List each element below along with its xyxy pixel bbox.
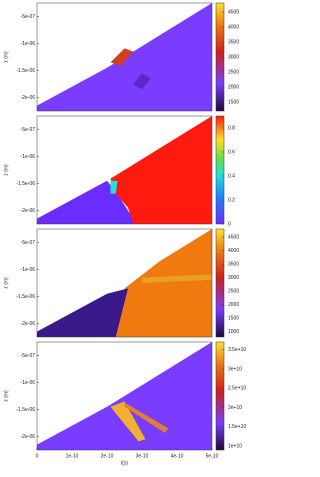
x-tick-label: 4e-10 — [171, 453, 184, 459]
x-tick-label: 0 — [36, 453, 39, 459]
heat-region — [133, 73, 151, 90]
colorbar-tick-label: 0.8 — [228, 125, 235, 131]
colorbar-tick-label: 0.2 — [228, 197, 235, 203]
y-tick-label: -1e-06 — [21, 41, 36, 47]
y-axis-label: z (m) — [3, 51, 9, 63]
y-tick-label: -1.5e-06 — [16, 407, 35, 413]
x-tick-label: 1e-10 — [66, 453, 79, 459]
colorbar-tick-label: 3000 — [228, 54, 239, 60]
y-tick-label: -1e-06 — [21, 154, 36, 160]
colorbar — [216, 229, 224, 337]
heat-region — [115, 229, 212, 337]
heat-region — [37, 288, 128, 337]
colorbar-tick-label: 0 — [228, 221, 231, 227]
plot-frame — [36, 341, 213, 451]
colorbar-tick-label: 3000 — [228, 275, 239, 281]
plot-frame — [36, 115, 213, 225]
colorbar-tick-label: 2500 — [228, 69, 239, 75]
y-tick-label: -5e-07 — [21, 127, 36, 133]
heat-region — [110, 48, 134, 66]
y-tick-label: -1.5e-06 — [16, 68, 35, 74]
heat-region — [37, 3, 212, 111]
y-tick-label: -1e-06 — [21, 267, 36, 273]
colorbar-tick-label: 0.4 — [228, 173, 235, 179]
y-tick-label: -1.5e-06 — [16, 294, 35, 300]
colorbar-tick-label: 3.5e+10 — [228, 347, 246, 353]
colorbar-tick-label: 2500 — [228, 288, 239, 294]
heat-region — [142, 274, 212, 283]
y-tick-label: -2e-06 — [21, 321, 36, 327]
colorbar-tick-label: 0.6 — [228, 149, 235, 155]
figure: -5e-07 -1e-06 -1.5e-06 -2e-06 z (m) 1500 2000 2… — [3, 2, 246, 466]
colorbar-tick-label: 3e+10 — [228, 366, 242, 372]
y-axis-label: z (m) — [3, 277, 9, 289]
heat-region — [124, 402, 169, 433]
y-tick-label: -1e-06 — [21, 380, 36, 386]
colorbar-tick-label: 4500 — [228, 9, 239, 15]
colorbar — [216, 116, 224, 224]
y-tick-label: -1.5e-06 — [16, 181, 35, 187]
colorbar — [216, 342, 224, 450]
y-tick-label: -2e-06 — [21, 208, 36, 214]
colorbar-tick-label: 3500 — [228, 261, 239, 267]
colorbar-tick-label: 2000 — [228, 84, 239, 90]
colorbar-tick-label: 2000 — [228, 302, 239, 308]
colorbar — [216, 3, 224, 111]
x-tick-label: 5e-10 — [206, 453, 219, 459]
x-tick-label: 2e-10 — [101, 453, 114, 459]
y-tick-label: -5e-07 — [21, 14, 36, 20]
colorbar-tick-label: 1000 — [228, 329, 239, 335]
y-tick-label: -5e-07 — [21, 240, 36, 246]
colorbar-frame — [215, 115, 225, 225]
y-tick-label: -2e-06 — [21, 434, 36, 440]
heat-region — [110, 180, 118, 194]
colorbar-tick-label: 4500 — [228, 234, 239, 240]
heat-region — [110, 401, 146, 442]
colorbar-tick-label: 4000 — [228, 248, 239, 254]
colorbar-tick-label: 1500 — [228, 315, 239, 321]
plot-frame — [36, 2, 213, 112]
x-axis-label: t(s) — [121, 460, 129, 466]
colorbar-tick-label: 1.5e+10 — [228, 424, 246, 430]
colorbar-tick-label: 4000 — [228, 24, 239, 30]
colorbar-frame — [215, 228, 225, 338]
y-axis-label: z (m) — [3, 390, 9, 402]
heat-region — [110, 116, 212, 224]
y-tick-label: -5e-07 — [21, 353, 36, 359]
colorbar-tick-label: 2.5e+10 — [228, 386, 246, 392]
plot-frame — [36, 228, 213, 338]
y-tick-label: -2e-06 — [21, 95, 36, 101]
y-axis-label: z (m) — [3, 164, 9, 176]
heat-region — [37, 342, 212, 450]
colorbar-tick-label: 1e+10 — [228, 443, 242, 449]
colorbar-tick-label: 3500 — [228, 39, 239, 45]
x-tick-label: 3e-10 — [136, 453, 149, 459]
colorbar-tick-label: 1500 — [228, 99, 239, 105]
colorbar-tick-label: 2e+10 — [228, 405, 242, 411]
colorbar-frame — [215, 341, 225, 451]
